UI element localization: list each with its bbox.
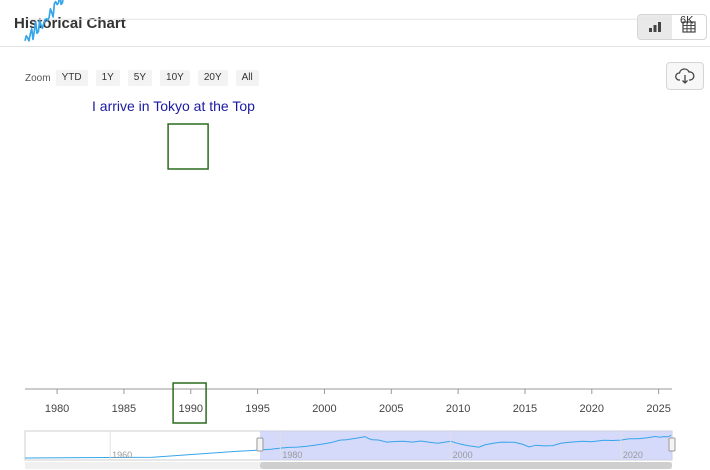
scrollbar-thumb[interactable] [259,462,672,469]
navigator-series-line [24,434,672,459]
download-button[interactable] [666,62,704,90]
table-view-button[interactable] [672,15,706,39]
zoom-button-1y[interactable]: 1Y [95,70,120,86]
x-tick-label: 1985 [112,403,136,415]
zoom-label: Zoom [25,72,51,84]
cloud-download-icon [675,68,695,84]
navigator-left-handle[interactable] [256,437,264,452]
x-tick-label: 2005 [379,403,403,415]
navigator-tick-label: 1960 [112,450,132,460]
x-tick-label: 1995 [245,403,269,415]
zoom-button-5y[interactable]: 5Y [127,70,153,86]
x-tick-label: 2010 [446,403,470,415]
x-tick-label: 2000 [312,403,336,415]
x-tick-label: 2025 [646,403,670,415]
zoom-selector: Zoom YTD 1Y 5Y 10Y 20Y All [25,69,267,87]
table-icon [682,21,696,33]
navigator-right-handle[interactable] [668,437,676,452]
peak-highlight-box [167,123,209,170]
zoom-button-10y[interactable]: 10Y [160,70,190,86]
bar-chart-icon [649,22,661,32]
zoom-button-20y[interactable]: 20Y [197,70,228,86]
x-tick-label: 2020 [580,403,604,415]
zoom-button-all[interactable]: All [235,70,259,86]
annotation-text: I arrive in Tokyo at the Top [92,98,255,114]
navigator-tick-label: 1980 [282,450,302,460]
navigator-tick-label: 2020 [623,450,643,460]
x-tick-label: 1990 [179,403,203,415]
year-highlight-box [172,382,207,424]
series-line [24,0,64,42]
y-tick-label: 6K [680,14,694,26]
navigator-tick-label: 2000 [453,450,473,460]
x-tick-label: 2015 [513,403,537,415]
x-tick-label: 1980 [45,403,69,415]
zoom-button-ytd[interactable]: YTD [55,70,88,86]
